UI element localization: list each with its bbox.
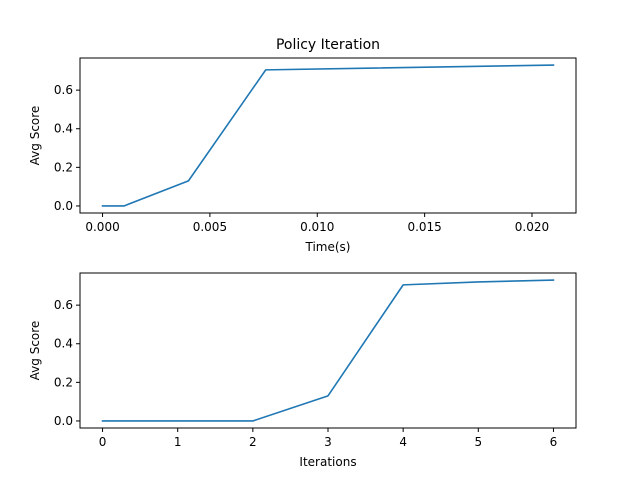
axes-1: 0.000 0.005 0.010 0.015 0.020 0.0 0.2 0.4 0.6 Pol… bbox=[28, 37, 577, 254]
axes-frame bbox=[79, 272, 577, 429]
x-axis-label: Time(s) bbox=[305, 240, 351, 254]
y-tick-label: 0.2 bbox=[54, 375, 73, 389]
y-tick-label: 0.2 bbox=[54, 160, 73, 174]
y-tick-label: 0.6 bbox=[54, 298, 73, 312]
y-tick-label: 0.0 bbox=[54, 414, 73, 428]
series-line bbox=[101, 279, 555, 422]
x-tick-label: 0.005 bbox=[193, 220, 227, 234]
x-tick-label: 0.000 bbox=[85, 220, 119, 234]
x-tick-label: 6 bbox=[550, 435, 558, 449]
y-tick-label: 0.4 bbox=[54, 122, 73, 136]
x-tick-label: 0 bbox=[99, 435, 107, 449]
x-tick-label: 5 bbox=[474, 435, 482, 449]
y-tick-label: 0.0 bbox=[54, 199, 73, 213]
axes-frame bbox=[79, 57, 577, 214]
x-tick-label: 0.010 bbox=[300, 220, 334, 234]
y-tick-label: 0.4 bbox=[54, 337, 73, 351]
x-tick-label: 3 bbox=[324, 435, 332, 449]
x-tick-label: 1 bbox=[174, 435, 182, 449]
y-tick-label: 0.6 bbox=[54, 83, 73, 97]
axes-2: 0 1 2 3 4 5 6 0.0 0.2 0.4 0.6 Iterations Avg Score bbox=[28, 272, 577, 469]
y-axis-label: Avg Score bbox=[28, 321, 42, 381]
series-line bbox=[101, 64, 555, 207]
chart-title: Policy Iteration bbox=[276, 37, 380, 53]
x-tick-label: 4 bbox=[399, 435, 407, 449]
x-tick-label: 0.015 bbox=[407, 220, 441, 234]
x-axis-label: Iterations bbox=[299, 455, 356, 469]
x-tick-label: 2 bbox=[249, 435, 257, 449]
x-tick-label: 0.020 bbox=[515, 220, 549, 234]
y-axis-label: Avg Score bbox=[28, 106, 42, 166]
